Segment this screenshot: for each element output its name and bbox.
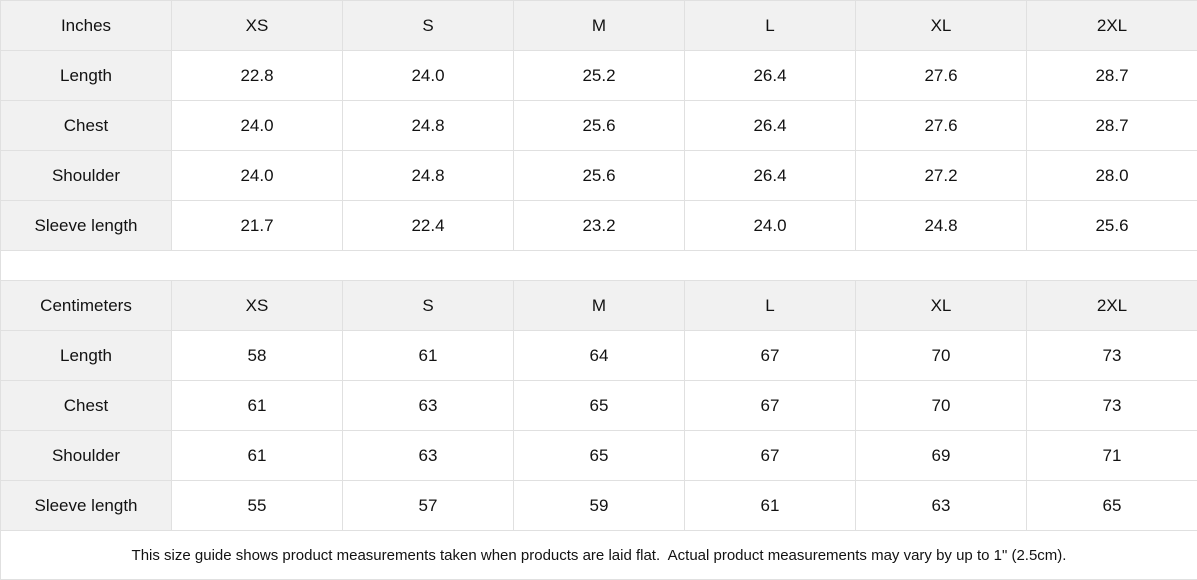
measurement-value: 61 xyxy=(684,480,856,531)
measurement-value: 25.6 xyxy=(513,100,685,151)
measurement-row: Chest 24.0 24.8 25.6 26.4 27.6 28.7 xyxy=(0,100,1197,151)
measurement-value: 22.8 xyxy=(171,50,343,101)
measurement-value: 24.0 xyxy=(342,50,514,101)
measurement-value: 57 xyxy=(342,480,514,531)
measurement-row: Chest 61 63 65 67 70 73 xyxy=(0,380,1197,431)
measurement-row: Sleeve length 55 57 59 61 63 65 xyxy=(0,480,1197,531)
measurement-value: 26.4 xyxy=(684,50,856,101)
measurement-value: 21.7 xyxy=(171,200,343,251)
measurement-value: 63 xyxy=(342,430,514,481)
measurement-value: 26.4 xyxy=(684,150,856,201)
measurement-row: Length 22.8 24.0 25.2 26.4 27.6 28.7 xyxy=(0,50,1197,101)
size-column-header: S xyxy=(342,0,514,51)
measurement-value: 26.4 xyxy=(684,100,856,151)
measurement-row: Shoulder 24.0 24.8 25.6 26.4 27.2 28.0 xyxy=(0,150,1197,201)
size-header-row: Inches XS S M L XL 2XL xyxy=(0,0,1197,51)
size-column-header: L xyxy=(684,280,856,331)
measurement-value: 65 xyxy=(513,430,685,481)
measurement-value: 63 xyxy=(342,380,514,431)
measurement-value: 25.2 xyxy=(513,50,685,101)
size-column-header: 2XL xyxy=(1026,280,1197,331)
measurement-value: 61 xyxy=(342,330,514,381)
measurement-value: 67 xyxy=(684,330,856,381)
measurement-label: Shoulder xyxy=(0,150,172,201)
measurement-value: 24.0 xyxy=(171,100,343,151)
measurement-value: 23.2 xyxy=(513,200,685,251)
measurement-value: 67 xyxy=(684,380,856,431)
measurement-value: 63 xyxy=(855,480,1027,531)
size-column-header: M xyxy=(513,280,685,331)
measurement-row: Shoulder 61 63 65 67 69 71 xyxy=(0,430,1197,481)
measurement-value: 27.2 xyxy=(855,150,1027,201)
measurement-value: 22.4 xyxy=(342,200,514,251)
size-header-row: Centimeters XS S M L XL 2XL xyxy=(0,280,1197,331)
measurement-value: 59 xyxy=(513,480,685,531)
measurement-value: 70 xyxy=(855,380,1027,431)
spacer-cell xyxy=(0,250,1197,281)
measurement-value: 27.6 xyxy=(855,100,1027,151)
measurement-value: 71 xyxy=(1026,430,1197,481)
measurement-value: 65 xyxy=(1026,480,1197,531)
measurement-value: 65 xyxy=(513,380,685,431)
measurement-value: 73 xyxy=(1026,380,1197,431)
measurement-value: 28.0 xyxy=(1026,150,1197,201)
measurement-label: Sleeve length xyxy=(0,480,172,531)
unit-header: Inches xyxy=(0,0,172,51)
measurement-label: Length xyxy=(0,50,172,101)
measurement-value: 24.0 xyxy=(684,200,856,251)
measurement-value: 25.6 xyxy=(1026,200,1197,251)
measurement-label: Sleeve length xyxy=(0,200,172,251)
measurement-label: Chest xyxy=(0,380,172,431)
measurement-value: 24.8 xyxy=(342,150,514,201)
measurement-label: Chest xyxy=(0,100,172,151)
measurement-value: 24.0 xyxy=(171,150,343,201)
measurement-value: 58 xyxy=(171,330,343,381)
footnote: This size guide shows product measuremen… xyxy=(0,530,1197,580)
size-column-header: 2XL xyxy=(1026,0,1197,51)
measurement-label: Shoulder xyxy=(0,430,172,481)
size-column-header: L xyxy=(684,0,856,51)
measurement-row: Sleeve length 21.7 22.4 23.2 24.0 24.8 25.6 xyxy=(0,200,1197,251)
measurement-value: 61 xyxy=(171,430,343,481)
measurement-value: 55 xyxy=(171,480,343,531)
measurement-value: 27.6 xyxy=(855,50,1027,101)
size-column-header: S xyxy=(342,280,514,331)
size-column-header: XS xyxy=(171,280,343,331)
measurement-value: 69 xyxy=(855,430,1027,481)
measurement-label: Length xyxy=(0,330,172,381)
measurement-value: 70 xyxy=(855,330,1027,381)
measurement-value: 28.7 xyxy=(1026,50,1197,101)
size-column-header: XL xyxy=(855,280,1027,331)
size-column-header: M xyxy=(513,0,685,51)
measurement-value: 73 xyxy=(1026,330,1197,381)
measurement-value: 24.8 xyxy=(342,100,514,151)
size-column-header: XL xyxy=(855,0,1027,51)
measurement-value: 61 xyxy=(171,380,343,431)
measurement-row: Length 58 61 64 67 70 73 xyxy=(0,330,1197,381)
measurement-value: 25.6 xyxy=(513,150,685,201)
size-column-header: XS xyxy=(171,0,343,51)
spacer-row xyxy=(0,250,1197,281)
measurement-value: 28.7 xyxy=(1026,100,1197,151)
unit-header: Centimeters xyxy=(0,280,172,331)
measurement-value: 64 xyxy=(513,330,685,381)
measurement-value: 24.8 xyxy=(855,200,1027,251)
measurement-value: 67 xyxy=(684,430,856,481)
footnote-row: This size guide shows product measuremen… xyxy=(0,530,1197,580)
